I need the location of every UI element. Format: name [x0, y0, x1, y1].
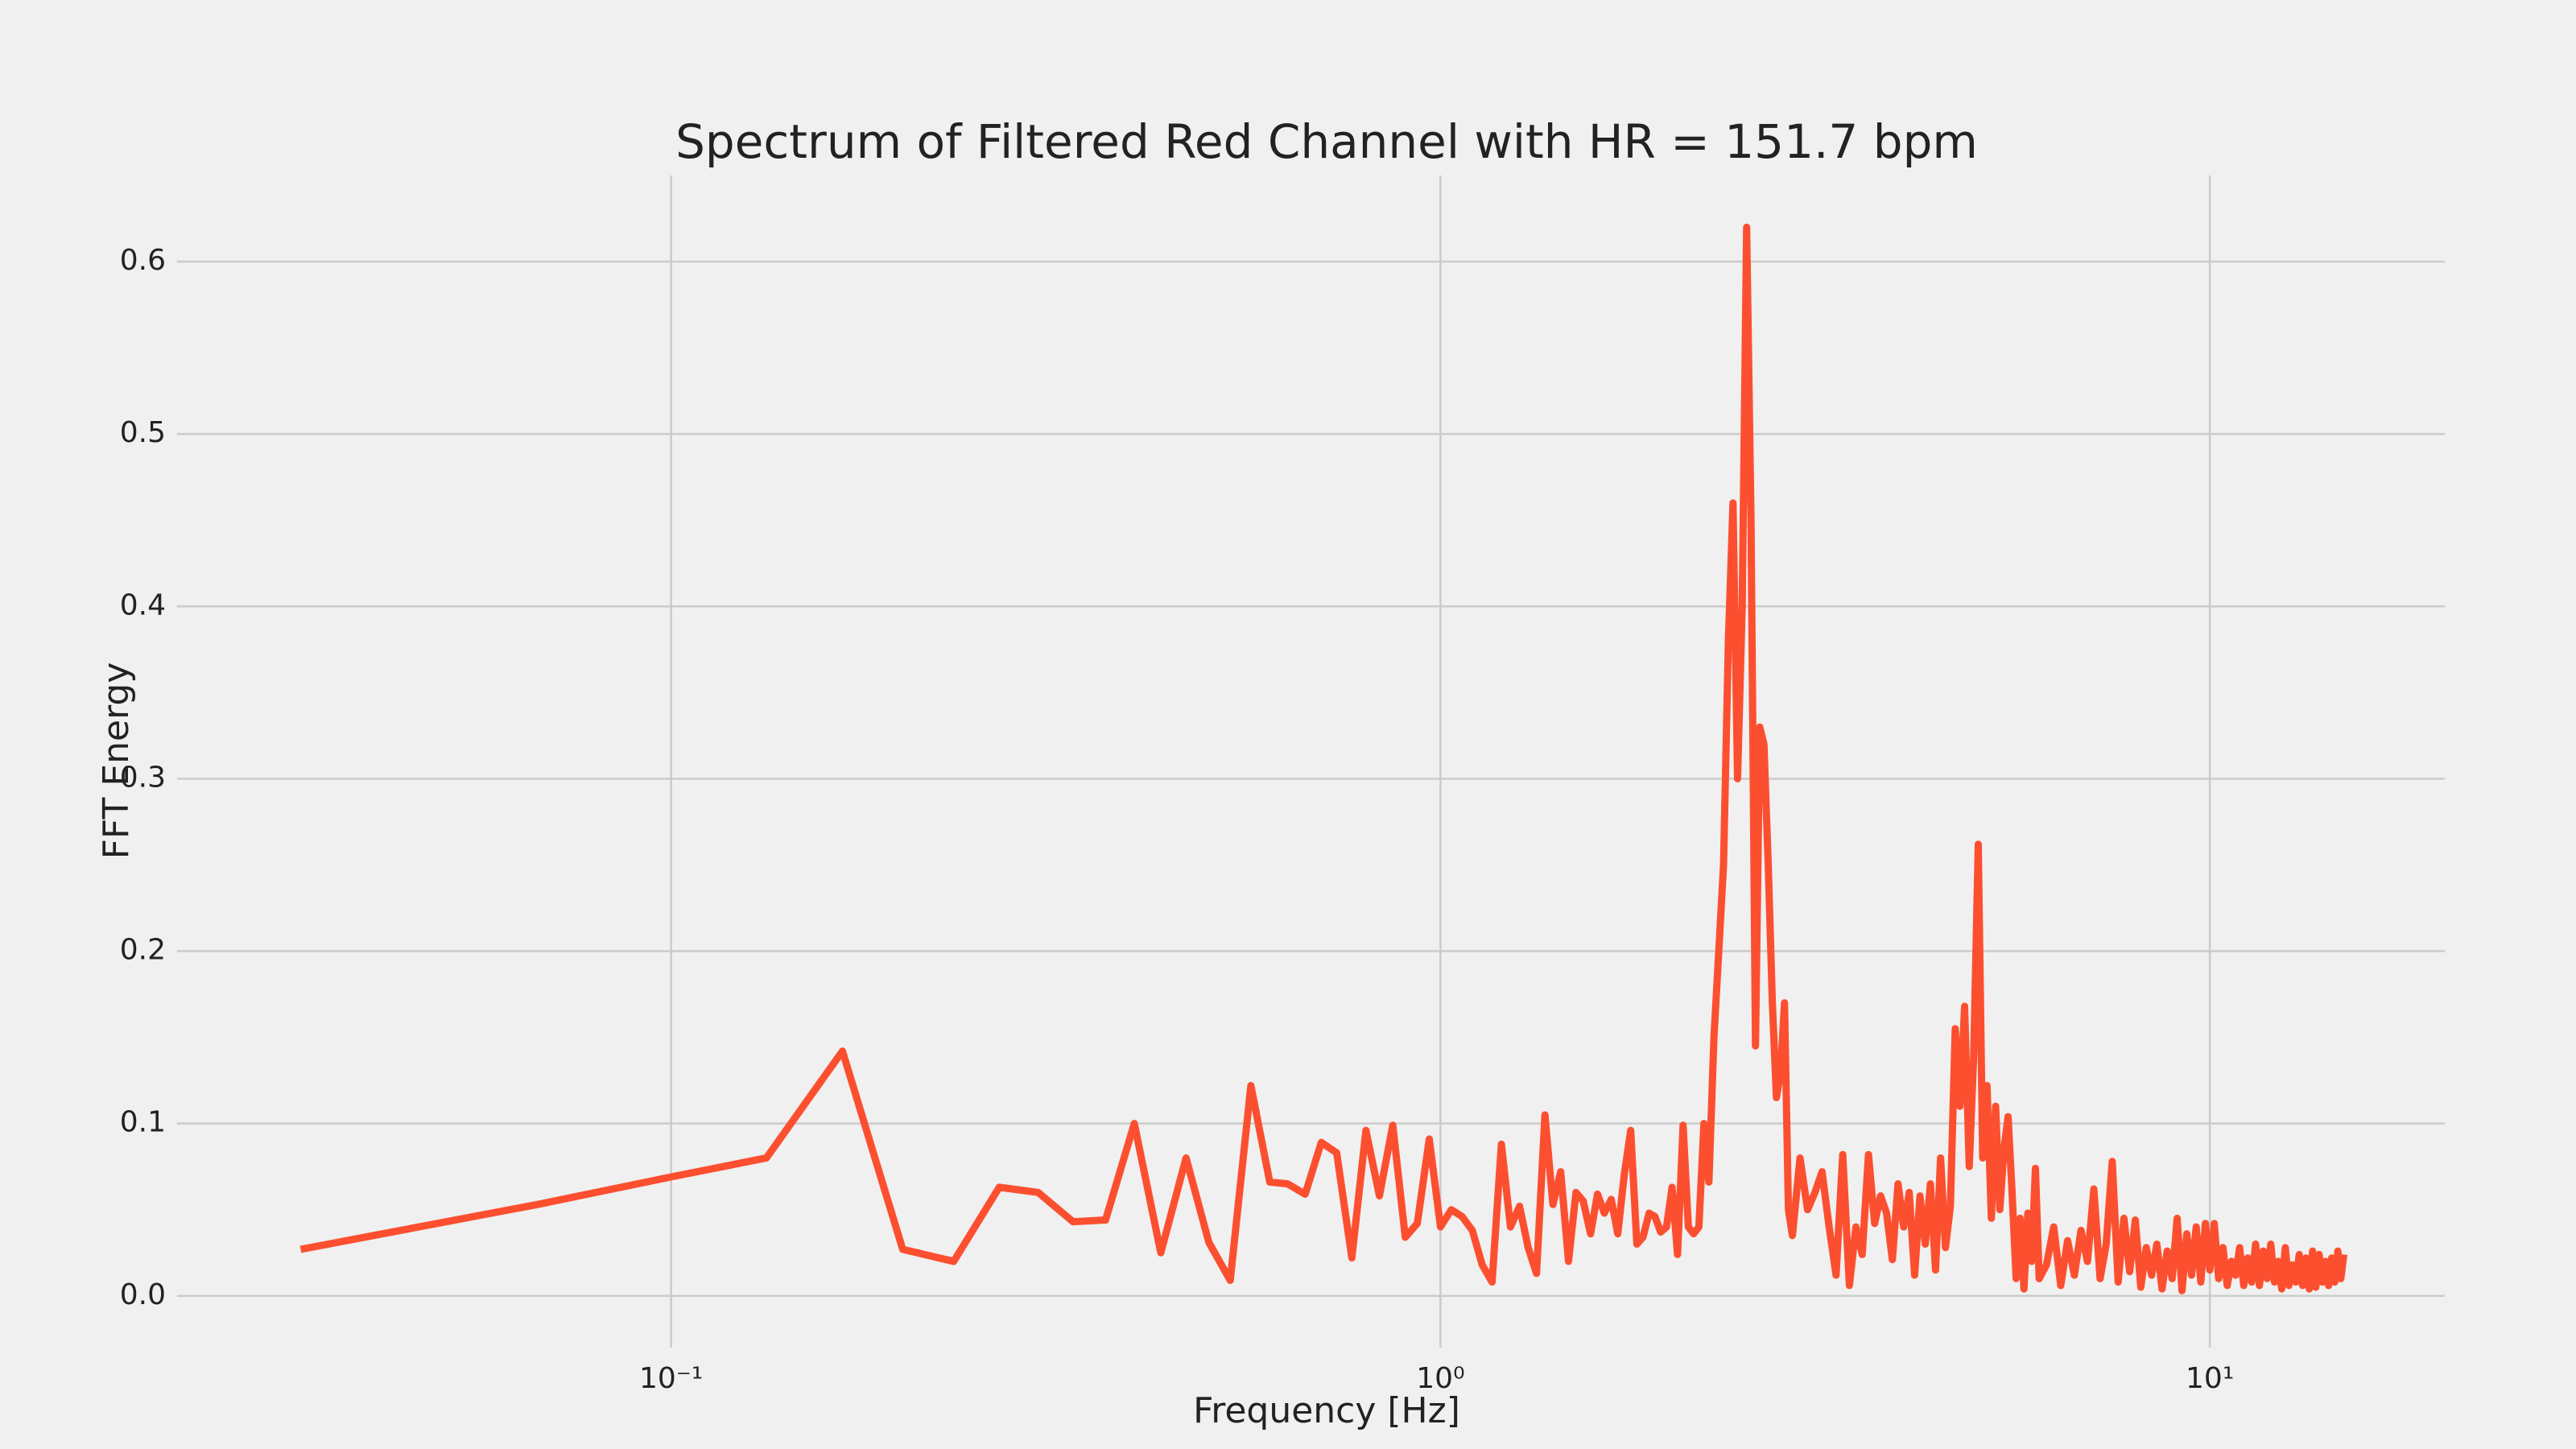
y-tick-label: 0.2 — [120, 934, 166, 967]
chart-title: Spectrum of Filtered Red Channel with HR… — [675, 114, 1978, 169]
y-tick-label: 0.4 — [120, 588, 166, 621]
x-tick-label: 10¹ — [2186, 1362, 2234, 1395]
y-tick-label: 0.1 — [120, 1106, 166, 1139]
x-axis-label: Frequency [Hz] — [1193, 1390, 1460, 1431]
y-tick-label: 0.0 — [120, 1278, 166, 1311]
y-axis-label: FFT Energy — [96, 663, 137, 860]
x-tick-label: 10⁰ — [1416, 1362, 1464, 1395]
y-tick-label: 0.5 — [120, 416, 166, 449]
x-tick-label: 10⁻¹ — [639, 1362, 703, 1395]
data-line — [299, 223, 2348, 1294]
y-tick-label: 0.3 — [120, 761, 166, 794]
y-tick-label: 0.6 — [120, 244, 166, 277]
